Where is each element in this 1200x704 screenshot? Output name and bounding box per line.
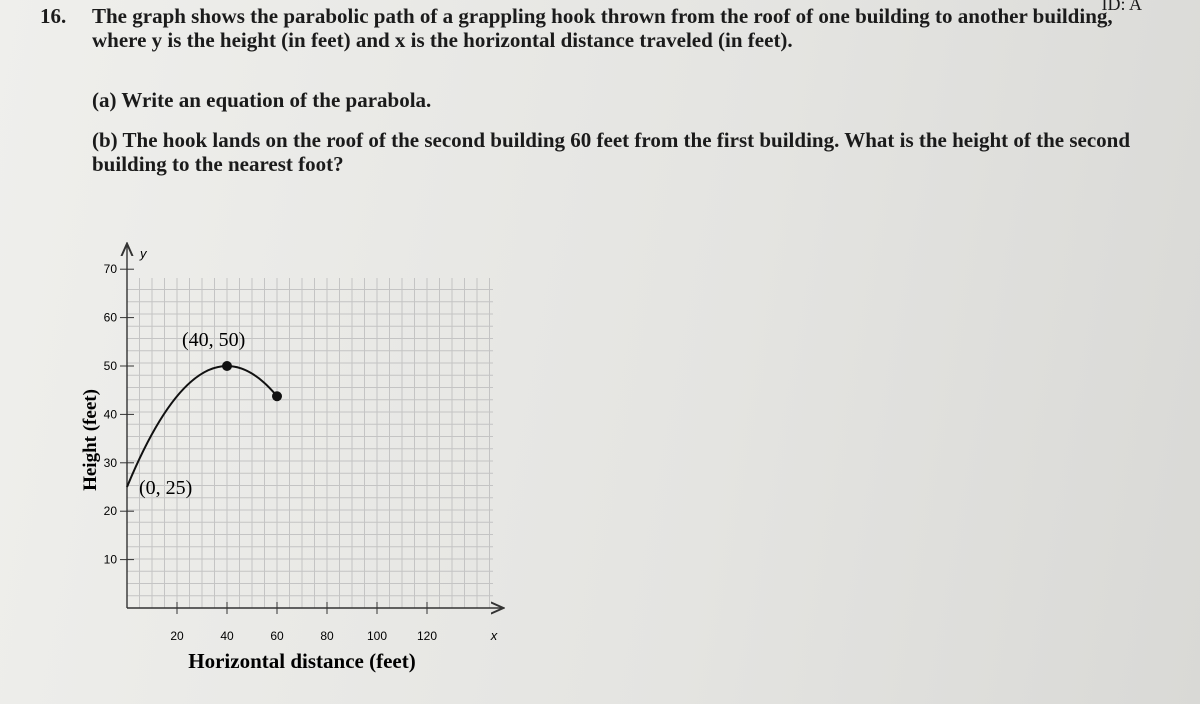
y-axis-label: Height (feet)	[80, 389, 101, 491]
y-tick-label: 10	[104, 553, 118, 567]
x-axis-name: x	[490, 628, 498, 643]
point	[222, 361, 232, 371]
question-text: The graph shows the parabolic path of a …	[92, 4, 1113, 52]
point	[272, 391, 282, 402]
x-tick-label: 40	[220, 629, 234, 643]
y-tick-label: 70	[104, 262, 118, 276]
x-tick-label: 80	[320, 629, 334, 643]
point-label: (0, 25)	[139, 477, 192, 499]
point-label: (40, 50)	[182, 329, 245, 351]
y-tick-label: 40	[104, 407, 118, 421]
y-tick-label: 30	[104, 456, 118, 470]
part-a: (a) Write an equation of the parabola.	[92, 88, 432, 112]
y-tick-label: 20	[104, 504, 118, 518]
parabola	[126, 364, 278, 488]
question-number: 16.	[40, 4, 67, 28]
x-tick-label: 20	[170, 629, 184, 643]
x-tick-label: 120	[417, 629, 437, 643]
y-axis-name: y	[139, 246, 148, 261]
part-b: (b) The hook lands on the roof of the se…	[92, 128, 1131, 176]
y-tick-label: 60	[104, 311, 118, 325]
x-axis-label: Horizontal distance (feet)	[188, 649, 415, 673]
x-tick-label: 60	[270, 629, 284, 643]
y-tick-label: 50	[104, 359, 118, 373]
x-tick-label: 100	[367, 629, 387, 643]
doc-id: ID: A	[1101, 0, 1143, 14]
